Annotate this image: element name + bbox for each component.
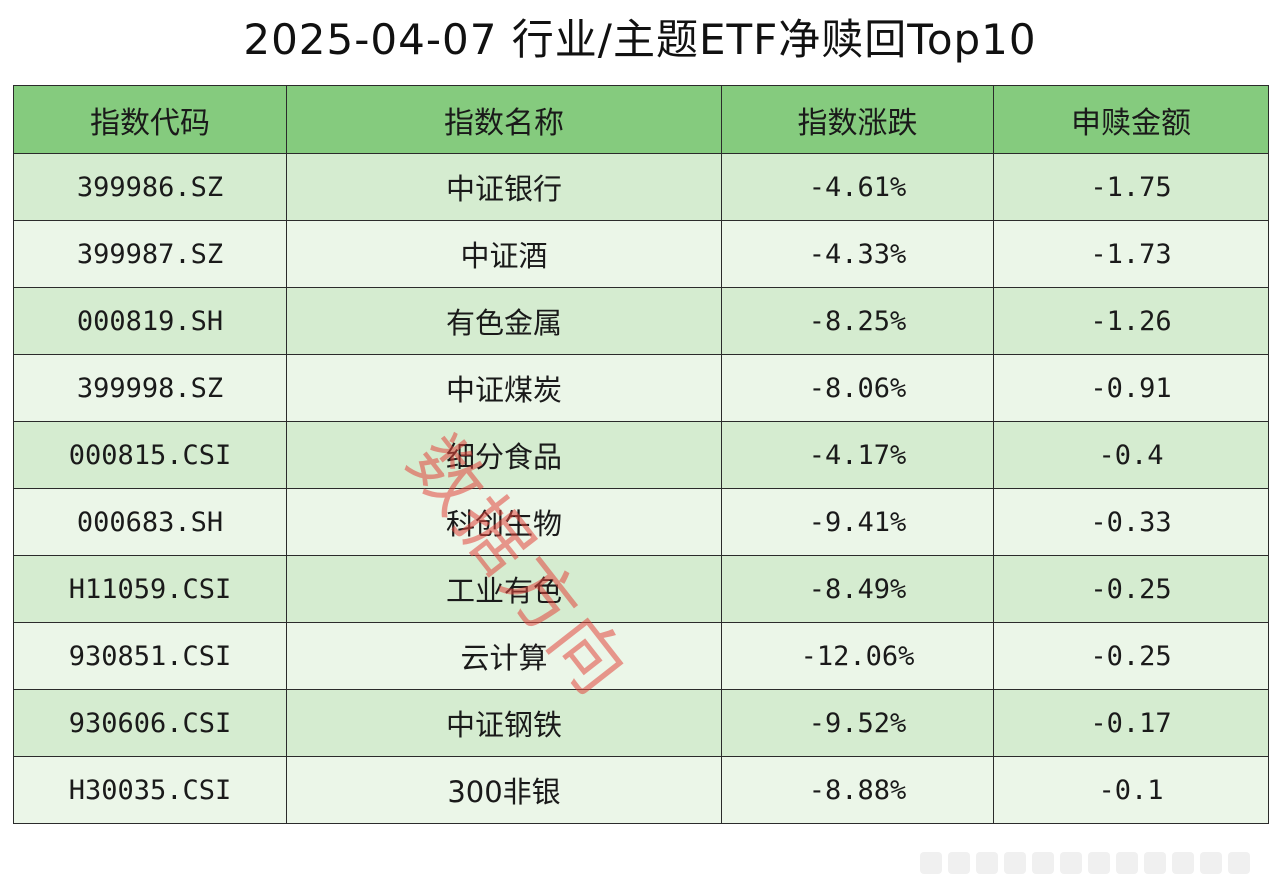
header-index-name: 指数名称 bbox=[286, 85, 722, 154]
table-row: 399987.SZ 中证酒 -4.33% -1.73 bbox=[13, 220, 1269, 288]
cell-index-name: 中证酒 bbox=[286, 220, 722, 288]
table-row: 399986.SZ 中证银行 -4.61% -1.75 bbox=[13, 153, 1269, 221]
page-title: 2025-04-07 行业/主题ETF净赎回Top10 bbox=[243, 15, 1037, 64]
cell-redemption-amount: -0.17 bbox=[993, 689, 1269, 757]
cell-index-code: 000815.CSI bbox=[13, 421, 287, 489]
cell-redemption-amount: -1.73 bbox=[993, 220, 1269, 288]
cell-index-change: -9.52% bbox=[721, 689, 994, 757]
cell-index-name: 细分食品 bbox=[286, 421, 722, 489]
cell-index-code: 930606.CSI bbox=[13, 689, 287, 757]
cell-index-change: -8.88% bbox=[721, 756, 994, 824]
toolbar-placeholder-icon bbox=[948, 852, 970, 874]
cell-redemption-amount: -0.25 bbox=[993, 622, 1269, 690]
cell-redemption-amount: -1.75 bbox=[993, 153, 1269, 221]
table-row: 000683.SH 科创生物 -9.41% -0.33 bbox=[13, 488, 1269, 556]
cell-index-change: -8.49% bbox=[721, 555, 994, 623]
toolbar-placeholder-icon bbox=[976, 852, 998, 874]
table-row: 930606.CSI 中证钢铁 -9.52% -0.17 bbox=[13, 689, 1269, 757]
cell-redemption-amount: -1.26 bbox=[993, 287, 1269, 355]
cell-index-code: H11059.CSI bbox=[13, 555, 287, 623]
cell-index-change: -8.25% bbox=[721, 287, 994, 355]
cell-index-code: 930851.CSI bbox=[13, 622, 287, 690]
table-row: 000819.SH 有色金属 -8.25% -1.26 bbox=[13, 287, 1269, 355]
cell-index-change: -4.17% bbox=[721, 421, 994, 489]
cell-redemption-amount: -0.25 bbox=[993, 555, 1269, 623]
cell-index-code: 000819.SH bbox=[13, 287, 287, 355]
cell-redemption-amount: -0.33 bbox=[993, 488, 1269, 556]
toolbar-placeholder-icon bbox=[1172, 852, 1194, 874]
etf-redemption-table-container: 指数代码 指数名称 指数涨跌 申赎金额 399986.SZ 中证银行 -4.61… bbox=[13, 85, 1269, 824]
cell-index-code: 399998.SZ bbox=[13, 354, 287, 422]
table-row: 000815.CSI 细分食品 -4.17% -0.4 bbox=[13, 421, 1269, 489]
cell-index-name: 有色金属 bbox=[286, 287, 722, 355]
table-header: 指数代码 指数名称 指数涨跌 申赎金额 bbox=[13, 85, 1269, 154]
header-index-code: 指数代码 bbox=[13, 85, 287, 154]
cell-index-change: -8.06% bbox=[721, 354, 994, 422]
toolbar-placeholder-icon bbox=[1060, 852, 1082, 874]
cell-index-name: 中证银行 bbox=[286, 153, 722, 221]
header-redemption-amount: 申赎金额 bbox=[993, 85, 1269, 154]
header-row: 指数代码 指数名称 指数涨跌 申赎金额 bbox=[13, 85, 1269, 154]
header-index-change: 指数涨跌 bbox=[721, 85, 994, 154]
toolbar-placeholder-icon bbox=[920, 852, 942, 874]
toolbar-placeholder-icon bbox=[1144, 852, 1166, 874]
cell-index-code: 000683.SH bbox=[13, 488, 287, 556]
cell-index-change: -9.41% bbox=[721, 488, 994, 556]
cell-redemption-amount: -0.4 bbox=[993, 421, 1269, 489]
toolbar-placeholder-icon bbox=[1200, 852, 1222, 874]
toolbar-placeholder-icon bbox=[1228, 852, 1250, 874]
toolbar-placeholder-icon bbox=[1116, 852, 1138, 874]
cell-index-name: 科创生物 bbox=[286, 488, 722, 556]
cell-redemption-amount: -0.1 bbox=[993, 756, 1269, 824]
footer-toolbar bbox=[920, 852, 1250, 874]
cell-index-change: -4.33% bbox=[721, 220, 994, 288]
cell-redemption-amount: -0.91 bbox=[993, 354, 1269, 422]
cell-index-name: 中证钢铁 bbox=[286, 689, 722, 757]
cell-index-change: -12.06% bbox=[721, 622, 994, 690]
cell-index-code: 399986.SZ bbox=[13, 153, 287, 221]
table-row: 930851.CSI 云计算 -12.06% -0.25 bbox=[13, 622, 1269, 690]
table-body: 399986.SZ 中证银行 -4.61% -1.75 399987.SZ 中证… bbox=[13, 153, 1269, 824]
cell-index-name: 中证煤炭 bbox=[286, 354, 722, 422]
cell-index-name: 工业有色 bbox=[286, 555, 722, 623]
toolbar-placeholder-icon bbox=[1004, 852, 1026, 874]
cell-index-code: 399987.SZ bbox=[13, 220, 287, 288]
table-row: H30035.CSI 300非银 -8.88% -0.1 bbox=[13, 756, 1269, 824]
cell-index-change: -4.61% bbox=[721, 153, 994, 221]
cell-index-code: H30035.CSI bbox=[13, 756, 287, 824]
toolbar-placeholder-icon bbox=[1088, 852, 1110, 874]
table-row: 399998.SZ 中证煤炭 -8.06% -0.91 bbox=[13, 354, 1269, 422]
cell-index-name: 300非银 bbox=[286, 756, 722, 824]
cell-index-name: 云计算 bbox=[286, 622, 722, 690]
etf-redemption-table: 指数代码 指数名称 指数涨跌 申赎金额 399986.SZ 中证银行 -4.61… bbox=[13, 85, 1269, 824]
table-row: H11059.CSI 工业有色 -8.49% -0.25 bbox=[13, 555, 1269, 623]
toolbar-placeholder-icon bbox=[1032, 852, 1054, 874]
